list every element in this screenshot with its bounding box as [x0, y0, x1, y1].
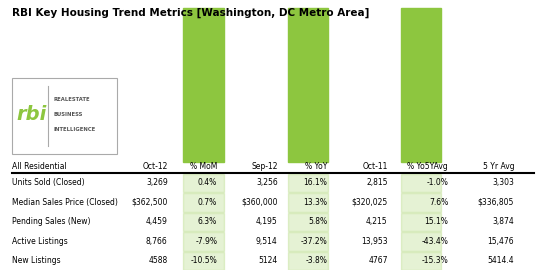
- Bar: [12, 78, 117, 154]
- Text: Oct-11: Oct-11: [362, 163, 388, 171]
- Text: 3,303: 3,303: [492, 178, 514, 187]
- Text: Active Listings: Active Listings: [12, 237, 68, 245]
- Text: % Yo5YAvg: % Yo5YAvg: [408, 163, 448, 171]
- Bar: [400, 213, 441, 231]
- Bar: [288, 193, 328, 212]
- Text: % MoM: % MoM: [190, 163, 217, 171]
- Text: RBI Key Housing Trend Metrics [Washington, DC Metro Area]: RBI Key Housing Trend Metrics [Washingto…: [12, 8, 370, 18]
- Text: 4588: 4588: [148, 256, 168, 265]
- Bar: [400, 174, 441, 193]
- Text: -1.0%: -1.0%: [426, 178, 448, 187]
- Text: -43.4%: -43.4%: [421, 237, 448, 245]
- Text: 3,874: 3,874: [492, 217, 514, 226]
- Text: New Listings: New Listings: [12, 256, 60, 265]
- Text: Median Sales Price (Closed): Median Sales Price (Closed): [12, 198, 118, 207]
- Text: 13,953: 13,953: [361, 237, 388, 245]
- Text: 4,215: 4,215: [366, 217, 388, 226]
- Text: 8,766: 8,766: [146, 237, 168, 245]
- Text: 7.6%: 7.6%: [429, 198, 448, 207]
- Bar: [288, 252, 328, 270]
- Bar: [288, 213, 328, 231]
- Text: 4,195: 4,195: [256, 217, 278, 226]
- Text: All Residential: All Residential: [12, 163, 67, 171]
- Bar: [400, 193, 441, 212]
- Text: Units Sold (Closed): Units Sold (Closed): [12, 178, 85, 187]
- Bar: [400, 252, 441, 270]
- Text: 3,256: 3,256: [256, 178, 278, 187]
- Text: 5 Yr Avg: 5 Yr Avg: [483, 163, 514, 171]
- Bar: [288, 8, 328, 162]
- Text: rbi: rbi: [16, 105, 47, 124]
- Text: -7.9%: -7.9%: [195, 237, 217, 245]
- Text: $362,500: $362,500: [131, 198, 168, 207]
- Text: 5.8%: 5.8%: [308, 217, 327, 226]
- Text: -10.5%: -10.5%: [190, 256, 217, 265]
- Text: REALESTATE: REALESTATE: [53, 97, 90, 102]
- Bar: [184, 252, 223, 270]
- Text: Sep-12: Sep-12: [251, 163, 278, 171]
- Bar: [400, 232, 441, 251]
- Text: -3.8%: -3.8%: [305, 256, 327, 265]
- Text: Pending Sales (New): Pending Sales (New): [12, 217, 91, 226]
- Bar: [184, 213, 223, 231]
- Text: $360,000: $360,000: [241, 198, 278, 207]
- Text: 15.1%: 15.1%: [425, 217, 448, 226]
- Text: 4767: 4767: [368, 256, 388, 265]
- Text: 15,476: 15,476: [488, 237, 514, 245]
- Bar: [184, 232, 223, 251]
- Bar: [400, 8, 441, 162]
- Text: BUSINESS: BUSINESS: [53, 112, 82, 117]
- Text: Oct-12: Oct-12: [142, 163, 168, 171]
- Bar: [288, 174, 328, 193]
- Bar: [184, 8, 223, 162]
- Text: 4,459: 4,459: [146, 217, 168, 226]
- Text: 6.3%: 6.3%: [198, 217, 217, 226]
- Text: $320,025: $320,025: [351, 198, 388, 207]
- Bar: [184, 174, 223, 193]
- Text: -37.2%: -37.2%: [300, 237, 327, 245]
- Text: % YoY: % YoY: [305, 163, 327, 171]
- Text: 5414.4: 5414.4: [488, 256, 514, 265]
- Text: 13.3%: 13.3%: [303, 198, 327, 207]
- Text: 3,269: 3,269: [146, 178, 168, 187]
- Text: 5124: 5124: [258, 256, 278, 265]
- Text: 0.4%: 0.4%: [198, 178, 217, 187]
- Text: 0.7%: 0.7%: [198, 198, 217, 207]
- Bar: [288, 232, 328, 251]
- Text: INTELLIGENCE: INTELLIGENCE: [53, 127, 96, 132]
- Bar: [184, 193, 223, 212]
- Text: $336,805: $336,805: [478, 198, 514, 207]
- Text: 9,514: 9,514: [256, 237, 278, 245]
- Text: 16.1%: 16.1%: [304, 178, 327, 187]
- Text: 2,815: 2,815: [366, 178, 388, 187]
- Text: -15.3%: -15.3%: [421, 256, 448, 265]
